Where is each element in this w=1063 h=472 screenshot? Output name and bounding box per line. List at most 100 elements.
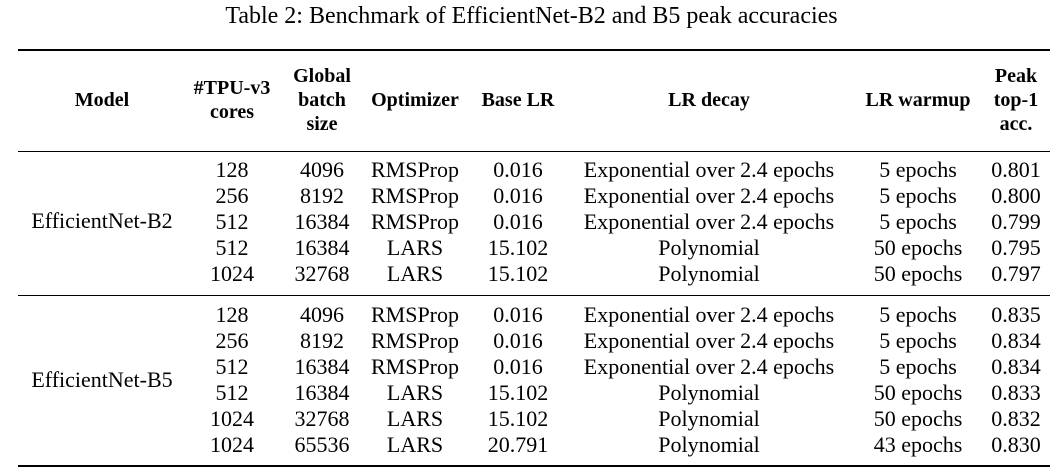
table-caption: Table 2: Benchmark of EfficientNet-B2 an… — [0, 2, 1063, 30]
cell-acc: 0.797 — [982, 261, 1050, 287]
cell-acc: 0.832 — [982, 406, 1050, 432]
cell-lr-warmup: 5 epochs — [854, 302, 982, 328]
cell-lr-warmup: 5 epochs — [854, 209, 982, 235]
cell-lr-warmup: 5 epochs — [854, 157, 982, 183]
table-row: 512 16384 LARS 15.102 Polynomial 50 epoc… — [0, 235, 1063, 261]
cell-acc: 0.834 — [982, 328, 1050, 354]
table-row: 256 8192 RMSProp 0.016 Exponential over … — [0, 328, 1063, 354]
table-row: 128 4096 RMSProp 0.016 Exponential over … — [0, 157, 1063, 183]
cell-base-lr: 0.016 — [474, 328, 562, 354]
cell-optimizer: LARS — [362, 380, 468, 406]
header-optimizer: Optimizer — [362, 88, 468, 112]
cell-lr-warmup: 43 epochs — [854, 432, 982, 458]
cell-lr-decay: Polynomial — [566, 261, 852, 287]
cell-lr-decay: Exponential over 2.4 epochs — [566, 183, 852, 209]
cell-lr-warmup: 50 epochs — [854, 406, 982, 432]
header-batch: Global batch size — [286, 64, 358, 136]
cell-cores: 1024 — [190, 432, 274, 458]
cell-lr-decay: Polynomial — [566, 432, 852, 458]
cell-base-lr: 0.016 — [474, 183, 562, 209]
header-lr-warmup: LR warmup — [854, 88, 982, 112]
table-row: 512 16384 LARS 15.102 Polynomial 50 epoc… — [0, 380, 1063, 406]
cell-optimizer: LARS — [362, 406, 468, 432]
cell-batch: 16384 — [282, 380, 362, 406]
cell-lr-decay: Exponential over 2.4 epochs — [566, 302, 852, 328]
cell-lr-warmup: 5 epochs — [854, 183, 982, 209]
cell-base-lr: 0.016 — [474, 209, 562, 235]
cell-acc: 0.800 — [982, 183, 1050, 209]
cell-lr-decay: Exponential over 2.4 epochs — [566, 328, 852, 354]
cell-base-lr: 0.016 — [474, 302, 562, 328]
cell-base-lr: 15.102 — [474, 406, 562, 432]
cell-base-lr: 0.016 — [474, 354, 562, 380]
cell-acc: 0.830 — [982, 432, 1050, 458]
cell-cores: 512 — [190, 209, 274, 235]
cell-cores: 1024 — [190, 406, 274, 432]
cell-acc: 0.799 — [982, 209, 1050, 235]
cell-base-lr: 15.102 — [474, 261, 562, 287]
cell-batch: 32768 — [282, 261, 362, 287]
cell-batch: 16384 — [282, 235, 362, 261]
cell-lr-decay: Polynomial — [566, 406, 852, 432]
header-model: Model — [60, 88, 144, 112]
group-rule — [18, 295, 1050, 296]
cell-batch: 65536 — [282, 432, 362, 458]
cell-batch: 4096 — [282, 302, 362, 328]
cell-batch: 8192 — [282, 183, 362, 209]
bottom-rule — [18, 465, 1050, 467]
table-row: 1024 32768 LARS 15.102 Polynomial 50 epo… — [0, 406, 1063, 432]
cell-cores: 128 — [190, 302, 274, 328]
header-cores: #TPU-v3 cores — [182, 76, 282, 124]
cell-cores: 512 — [190, 380, 274, 406]
cell-cores: 256 — [190, 183, 274, 209]
cell-acc: 0.835 — [982, 302, 1050, 328]
cell-lr-warmup: 5 epochs — [854, 354, 982, 380]
cell-lr-decay: Exponential over 2.4 epochs — [566, 209, 852, 235]
cell-cores: 128 — [190, 157, 274, 183]
table-row: 512 16384 RMSProp 0.016 Exponential over… — [0, 209, 1063, 235]
cell-optimizer: RMSProp — [362, 209, 468, 235]
header-base-lr: Base LR — [474, 88, 562, 112]
cell-cores: 1024 — [190, 261, 274, 287]
cell-optimizer: RMSProp — [362, 302, 468, 328]
header-rule — [18, 151, 1050, 152]
cell-lr-decay: Exponential over 2.4 epochs — [566, 157, 852, 183]
table-row: 256 8192 RMSProp 0.016 Exponential over … — [0, 183, 1063, 209]
cell-base-lr: 0.016 — [474, 157, 562, 183]
cell-lr-decay: Polynomial — [566, 235, 852, 261]
cell-optimizer: RMSProp — [362, 328, 468, 354]
cell-batch: 8192 — [282, 328, 362, 354]
cell-acc: 0.795 — [982, 235, 1050, 261]
cell-cores: 512 — [190, 235, 274, 261]
cell-optimizer: RMSProp — [362, 157, 468, 183]
cell-lr-decay: Exponential over 2.4 epochs — [566, 354, 852, 380]
header-lr-decay: LR decay — [566, 88, 852, 112]
cell-optimizer: LARS — [362, 261, 468, 287]
table-row: 1024 32768 LARS 15.102 Polynomial 50 epo… — [0, 261, 1063, 287]
top-rule — [18, 49, 1050, 51]
table-row: 1024 65536 LARS 20.791 Polynomial 43 epo… — [0, 432, 1063, 458]
header-acc: Peak top-1 acc. — [982, 64, 1050, 136]
cell-base-lr: 20.791 — [474, 432, 562, 458]
cell-acc: 0.801 — [982, 157, 1050, 183]
cell-optimizer: LARS — [362, 432, 468, 458]
cell-lr-warmup: 50 epochs — [854, 235, 982, 261]
cell-lr-warmup: 5 epochs — [854, 328, 982, 354]
cell-base-lr: 15.102 — [474, 380, 562, 406]
cell-batch: 16384 — [282, 209, 362, 235]
cell-batch: 32768 — [282, 406, 362, 432]
cell-acc: 0.833 — [982, 380, 1050, 406]
cell-optimizer: RMSProp — [362, 183, 468, 209]
cell-base-lr: 15.102 — [474, 235, 562, 261]
cell-cores: 256 — [190, 328, 274, 354]
cell-optimizer: LARS — [362, 235, 468, 261]
cell-batch: 4096 — [282, 157, 362, 183]
cell-acc: 0.834 — [982, 354, 1050, 380]
table-row: 512 16384 RMSProp 0.016 Exponential over… — [0, 354, 1063, 380]
cell-lr-decay: Polynomial — [566, 380, 852, 406]
cell-lr-warmup: 50 epochs — [854, 261, 982, 287]
cell-cores: 512 — [190, 354, 274, 380]
cell-lr-warmup: 50 epochs — [854, 380, 982, 406]
cell-optimizer: RMSProp — [362, 354, 468, 380]
cell-batch: 16384 — [282, 354, 362, 380]
